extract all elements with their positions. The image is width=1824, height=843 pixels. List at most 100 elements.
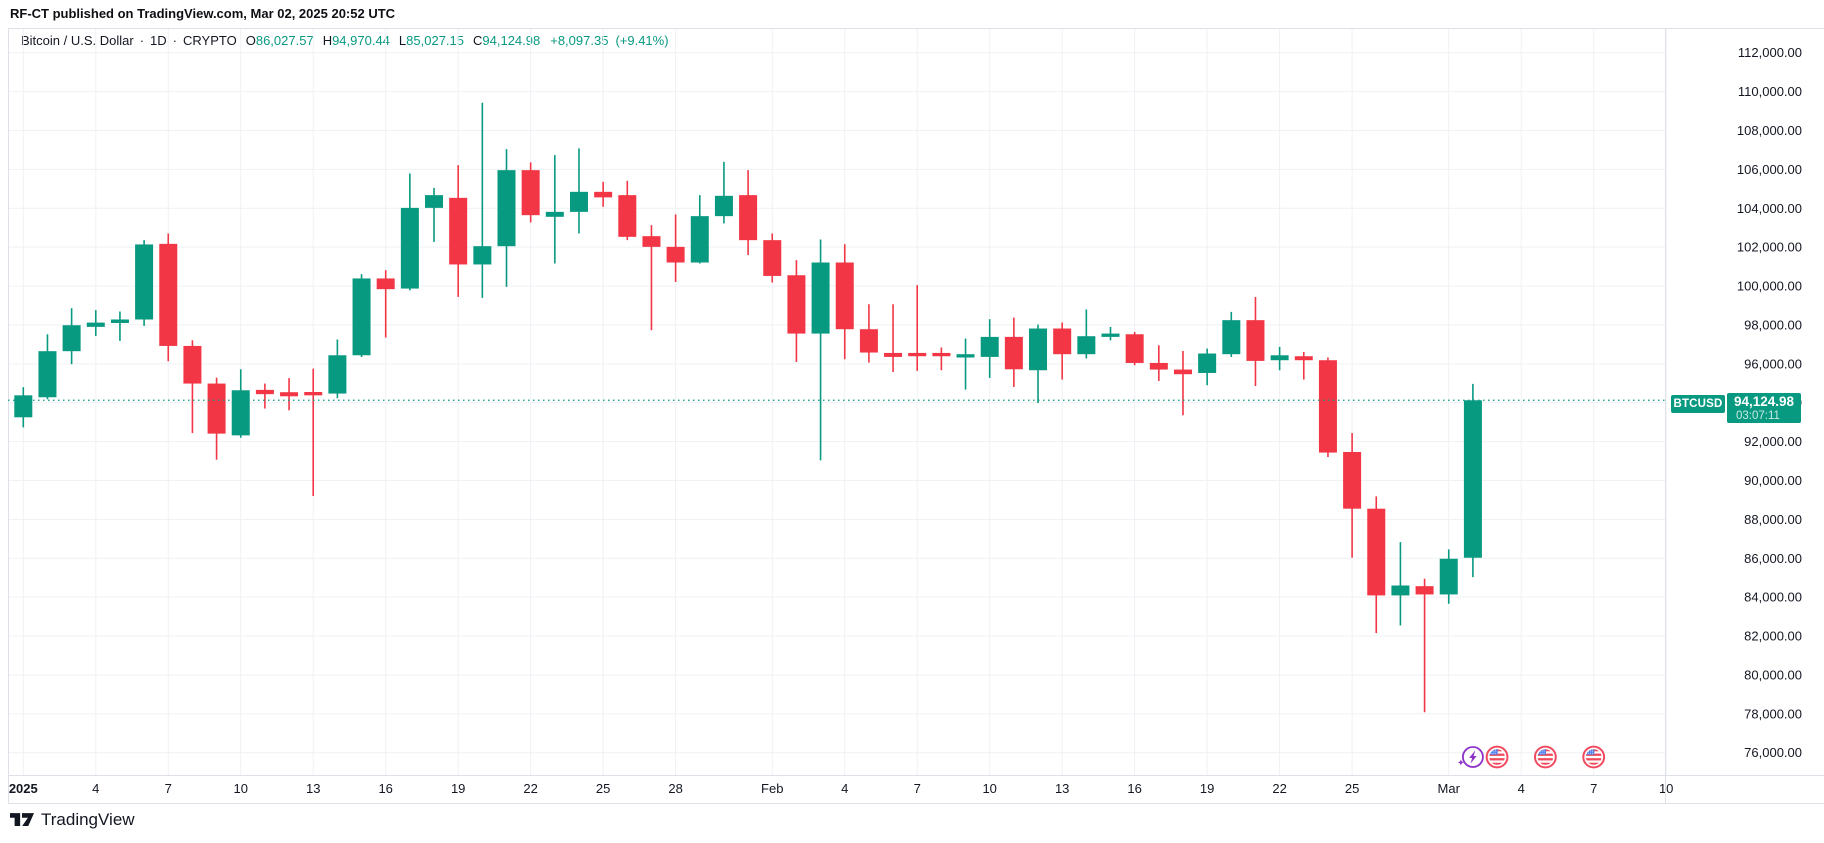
time-axis-label[interactable]: 13 — [306, 781, 320, 796]
price-axis-label[interactable]: 100,000.00 — [1737, 279, 1802, 294]
price-axis-label[interactable]: 96,000.00 — [1744, 356, 1802, 371]
time-axis-label[interactable]: 10 — [1659, 781, 1673, 796]
candle-body — [739, 195, 758, 241]
candle-body — [1246, 320, 1265, 361]
tradingview-branding[interactable]: TradingView — [10, 810, 135, 830]
candle-body — [980, 336, 999, 357]
candle-body — [1029, 328, 1048, 371]
time-axis-label[interactable]: Mar — [1438, 781, 1461, 796]
time-axis-label[interactable]: 16 — [1127, 781, 1141, 796]
price-axis-label[interactable]: 80,000.00 — [1744, 667, 1802, 682]
candle-body — [1222, 320, 1241, 355]
candle-body — [666, 246, 685, 263]
time-axis-label[interactable]: 7 — [165, 781, 172, 796]
candle-body — [1198, 353, 1217, 373]
price-axis-label[interactable]: 92,000.00 — [1744, 434, 1802, 449]
time-axis-label[interactable]: 7 — [914, 781, 921, 796]
us-economic-event-flag-icon[interactable] — [1485, 745, 1509, 769]
candle-body — [884, 352, 903, 357]
time-axis-label[interactable]: 22 — [523, 781, 537, 796]
candle-body — [38, 351, 57, 398]
candle-body — [1173, 369, 1192, 375]
ohlc-open: O86,027.57 — [245, 33, 314, 48]
last-price-value: 94,124.98 — [1733, 394, 1795, 409]
time-axis-label[interactable]: 19 — [451, 781, 465, 796]
candle-body — [1149, 362, 1168, 370]
candle-body — [1270, 355, 1289, 361]
candle-body — [255, 389, 274, 395]
tradingview-logo-icon — [10, 813, 34, 826]
candle-body — [859, 329, 878, 353]
time-axis-label[interactable]: 4 — [841, 781, 848, 796]
time-axis-label[interactable]: 4 — [1518, 781, 1525, 796]
time-axis-label[interactable]: 10 — [982, 781, 996, 796]
candle-body — [811, 262, 830, 334]
time-axis-label[interactable]: 25 — [1345, 781, 1359, 796]
candle-body — [207, 383, 226, 434]
price-axis-label[interactable]: 110,000.00 — [1738, 84, 1802, 99]
candle-body — [231, 390, 250, 436]
candle-body — [1125, 334, 1144, 363]
publish-attribution: RF-CT published on TradingView.com, Mar … — [10, 6, 396, 21]
candle-body — [618, 195, 637, 237]
candle-body — [62, 325, 81, 352]
time-axis-label[interactable]: Feb — [761, 781, 783, 796]
interval-label[interactable]: 1D — [150, 33, 167, 48]
candle-body — [14, 395, 33, 418]
time-axis-label[interactable]: 13 — [1055, 781, 1069, 796]
candle-body — [425, 195, 444, 208]
price-axis-label[interactable]: 112,000.00 — [1738, 45, 1802, 60]
candle-body — [714, 195, 733, 217]
us-economic-event-flag-icon[interactable] — [1533, 745, 1557, 769]
price-axis-label[interactable]: 76,000.00 — [1744, 745, 1802, 760]
candle-body — [1318, 360, 1337, 453]
candle-body — [521, 170, 540, 216]
time-axis-label[interactable]: 4 — [92, 781, 99, 796]
ohlc-close: C94,124.98 — [473, 33, 541, 48]
symbol-title[interactable]: Bitcoin / U.S. Dollar — [21, 33, 134, 48]
price-axis-label[interactable]: 90,000.00 — [1744, 473, 1802, 488]
candle-body — [545, 211, 564, 217]
price-axis-label[interactable]: 88,000.00 — [1744, 512, 1802, 527]
ohlc-high: H94,970.44 — [322, 33, 390, 48]
price-axis-label[interactable]: 102,000.00 — [1737, 240, 1802, 255]
flash-event-icon[interactable] — [1457, 746, 1484, 768]
candle-body — [159, 243, 178, 346]
price-axis-label[interactable]: 84,000.00 — [1744, 590, 1802, 605]
candle-body — [787, 275, 806, 334]
time-axis-label[interactable]: 22 — [1272, 781, 1286, 796]
price-axis-label[interactable]: 82,000.00 — [1744, 629, 1802, 644]
candle-body — [135, 244, 154, 320]
time-axis-label[interactable]: 16 — [378, 781, 392, 796]
candle-body — [183, 345, 202, 384]
time-axis-label[interactable]: 10 — [234, 781, 248, 796]
price-axis-label[interactable]: 104,000.00 — [1737, 201, 1802, 216]
candle-body — [473, 246, 492, 265]
time-axis-label[interactable]: 7 — [1590, 781, 1597, 796]
candle-body — [569, 191, 588, 212]
time-axis-label[interactable]: 2025 — [9, 781, 38, 796]
change-absolute: +8,097.35 — [550, 33, 609, 48]
price-axis-label[interactable]: 108,000.00 — [1737, 123, 1802, 138]
candle-body — [304, 392, 323, 396]
candle-body — [280, 392, 299, 397]
chart-legend: Bitcoin / U.S. Dollar · 1D · CRYPTO O86,… — [21, 33, 669, 48]
price-axis-label[interactable]: 106,000.00 — [1737, 162, 1802, 177]
candle-body — [956, 354, 975, 358]
tradingview-logo-text: TradingView — [41, 810, 135, 829]
candle-body — [400, 207, 419, 289]
candle-body — [1463, 400, 1482, 558]
candle-body — [763, 240, 782, 276]
candle-body — [328, 355, 347, 394]
price-axis-label[interactable]: 78,000.00 — [1744, 706, 1802, 721]
price-axis-label[interactable]: 86,000.00 — [1744, 551, 1802, 566]
time-axis-label[interactable]: 25 — [596, 781, 610, 796]
us-economic-event-flag-icon[interactable] — [1582, 745, 1606, 769]
time-axis-label[interactable]: 19 — [1200, 781, 1214, 796]
price-axis-label[interactable]: 98,000.00 — [1744, 317, 1802, 332]
time-axis-label[interactable]: 28 — [668, 781, 682, 796]
candle-body — [497, 170, 516, 247]
exchange-label: CRYPTO — [183, 33, 237, 48]
